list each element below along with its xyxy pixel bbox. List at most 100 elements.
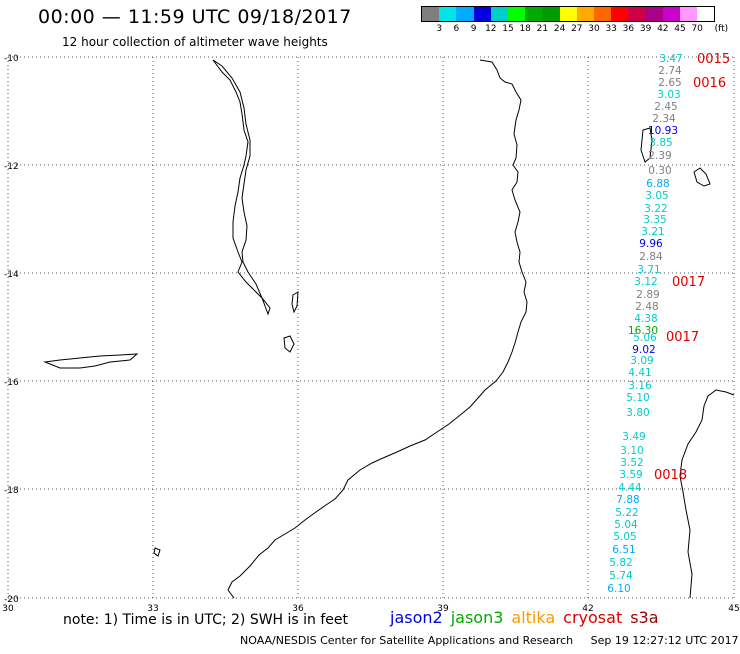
color-scale-label: 39 xyxy=(639,24,652,34)
wave-height-value: 2.34 xyxy=(652,113,676,125)
color-scale-swatches xyxy=(421,6,716,22)
wave-height-value: 3.05 xyxy=(645,190,668,202)
longitude-label: 42 xyxy=(582,604,593,614)
wave-height-value: 3.16 xyxy=(628,380,652,392)
color-scale-labels: 3 6 9 12 15 18 21 24 27 30 33 36 39 42 45 70 (ft) xyxy=(421,24,728,38)
color-swatch xyxy=(576,7,594,21)
footer-note: note: 1) Time is in UTC; 2) SWH is in fe… xyxy=(63,612,349,628)
color-scale-unit: (ft) xyxy=(714,24,729,34)
wave-height-value: 5.10 xyxy=(626,392,649,404)
color-swatch xyxy=(611,7,629,21)
wave-height-value: 3.22 xyxy=(644,203,667,215)
wave-height-value: 3.03 xyxy=(657,89,680,101)
color-swatch xyxy=(525,7,543,21)
color-scale-label: 3 xyxy=(436,24,443,34)
wave-height-value: 3.21 xyxy=(641,226,664,238)
color-scale-label: 30 xyxy=(588,24,600,34)
coastline-segment xyxy=(212,59,271,316)
pass-time-label: 0017 xyxy=(672,275,705,290)
color-swatch xyxy=(593,7,612,21)
color-swatch xyxy=(439,7,457,21)
wave-height-value: 6.51 xyxy=(612,544,635,556)
color-scale-legend: 3 6 9 12 15 18 21 24 27 30 33 36 39 42 45 70 (ft) xyxy=(421,6,728,38)
latitude-label: -18 xyxy=(4,486,19,496)
color-swatch xyxy=(645,7,663,21)
legend-item-jason3: jason3 xyxy=(450,608,504,627)
wave-height-value: 10.93 xyxy=(648,125,678,137)
coastline-segment xyxy=(227,59,528,599)
wave-height-value: 5.22 xyxy=(615,507,638,519)
satellite-pass-times: 0015 0016 0017 0017 0018 xyxy=(654,52,730,483)
color-swatch xyxy=(628,7,646,21)
wave-height-value: 16.30 xyxy=(628,325,658,337)
color-swatch xyxy=(422,7,440,21)
coastline-segment xyxy=(640,127,653,163)
latitude-label: -14 xyxy=(4,270,19,280)
latitude-label: -10 xyxy=(4,54,19,64)
color-swatch xyxy=(456,7,474,21)
legend-item-cryosat: cryosat xyxy=(563,608,623,627)
longitude-label: 33 xyxy=(147,604,158,614)
color-scale-label: 6 xyxy=(453,24,460,34)
color-swatch xyxy=(473,7,491,21)
wave-height-value: 3.35 xyxy=(643,214,666,226)
wave-height-value: 5.04 xyxy=(614,519,638,531)
wave-height-value: 2.48 xyxy=(635,301,658,313)
wave-height-value: 3.49 xyxy=(622,431,645,443)
wave-height-value: 3.10 xyxy=(620,445,643,457)
coastline-segment xyxy=(283,335,295,353)
pass-time-label: 0016 xyxy=(693,76,726,91)
credit-org: NOAA/NESDIS Center for Satellite Applica… xyxy=(240,634,574,647)
longitude-label: 45 xyxy=(728,604,739,614)
wave-height-value: 3.71 xyxy=(637,264,660,276)
chart-subtitle: 12 hour collection of altimeter wave hei… xyxy=(62,35,328,49)
color-scale-label: 42 xyxy=(657,24,669,34)
wave-height-value: 2.39 xyxy=(648,150,671,162)
color-swatch xyxy=(697,7,715,21)
color-scale-label: 70 xyxy=(691,24,703,34)
wave-height-value: 7.88 xyxy=(616,494,639,506)
wave-height-value: 4.41 xyxy=(628,367,651,379)
color-swatch xyxy=(662,7,680,21)
color-swatch xyxy=(490,7,508,21)
color-scale-label: 12 xyxy=(485,24,497,34)
color-scale-label: 27 xyxy=(571,24,583,34)
wave-height-value: 0.30 xyxy=(648,165,671,177)
color-swatch xyxy=(679,7,697,21)
wave-height-value: 3.80 xyxy=(626,407,649,419)
wave-height-value: 3.52 xyxy=(620,457,643,469)
wave-height-value: 5.82 xyxy=(609,557,632,569)
wave-height-value: 3.12 xyxy=(634,276,657,288)
chart-title: 00:00 — 11:59 UTC 09/18/2017 xyxy=(38,6,352,28)
legend-item-altika: altika xyxy=(511,608,556,627)
color-scale-label: 33 xyxy=(605,24,617,34)
wave-height-value: 9.96 xyxy=(639,238,663,250)
pass-time-label: 0015 xyxy=(697,52,730,67)
wave-height-value: 3.47 xyxy=(659,53,682,65)
latitude-label: -16 xyxy=(4,378,19,388)
wave-height-value: 5.05 xyxy=(613,531,636,543)
credit-timestamp: Sep 19 12:27:12 UTC 2017 xyxy=(590,634,739,647)
legend-item-jason2: jason2 xyxy=(390,608,443,627)
pass-time-label: 0017 xyxy=(666,330,699,345)
longitude-label: 39 xyxy=(437,604,449,614)
coastline-segment xyxy=(679,389,735,599)
wave-height-value: 2.89 xyxy=(636,289,659,301)
color-scale-label: 21 xyxy=(536,24,549,34)
longitude-label: 30 xyxy=(2,604,14,614)
wave-height-value: 6.88 xyxy=(646,178,669,190)
color-swatch xyxy=(507,7,526,21)
wave-height-value: 2.84 xyxy=(639,251,663,263)
coastline xyxy=(43,59,735,599)
satellite-legend: jason2 jason3 altika cryosat s3a xyxy=(390,608,667,627)
color-scale-label: 18 xyxy=(519,24,531,34)
coastline-segment xyxy=(153,547,161,557)
graticule xyxy=(7,56,735,599)
wave-height-value: 3.59 xyxy=(619,469,642,481)
latitude-label: -20 xyxy=(4,595,19,605)
coastline-segment xyxy=(291,291,299,314)
